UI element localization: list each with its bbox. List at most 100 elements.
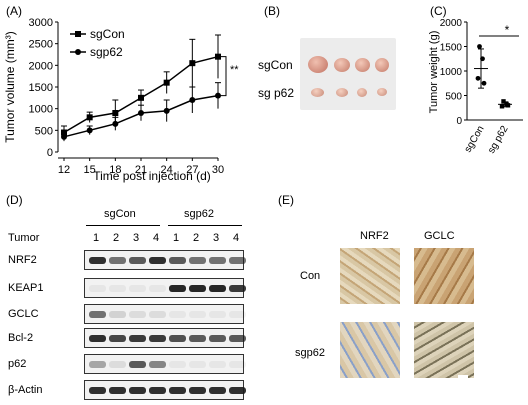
- group-line-sgp62: [168, 225, 242, 226]
- legend-label: sgCon: [90, 27, 125, 41]
- group-label-sgcon: sgCon: [104, 208, 136, 220]
- data-point: [189, 60, 196, 67]
- y-axis-label: Tumor weight (g): [428, 31, 440, 114]
- data-point: [481, 80, 487, 86]
- blot-band: [189, 335, 206, 342]
- data-point: [215, 92, 221, 99]
- blot-band: [89, 335, 106, 342]
- x-tick-label: 15: [84, 164, 96, 176]
- blot-band: [149, 285, 166, 292]
- blot-band: [89, 361, 106, 368]
- photo-row-label-sgcon: sgCon: [258, 58, 293, 72]
- data-point: [499, 104, 505, 109]
- blot-band: [89, 257, 106, 264]
- blot-band: [189, 361, 206, 368]
- y-tick-label: 0: [456, 116, 462, 127]
- blot-band: [109, 257, 126, 264]
- blot-band: [89, 387, 106, 394]
- y-tick-label: 1500: [440, 43, 463, 54]
- tumor-sgcon-2: [334, 58, 350, 72]
- y-tick-label: 0: [47, 147, 53, 159]
- tumor-sgp62-4: [377, 88, 387, 96]
- blot-band: [209, 335, 226, 342]
- blot-band: [109, 335, 126, 342]
- x-tick-label: sg p62: [486, 124, 511, 156]
- data-point: [112, 110, 119, 116]
- tumor-sgp62-2: [336, 88, 348, 97]
- blot-row-label: p62: [8, 358, 27, 370]
- ihc-col-label-gclc: GCLC: [424, 230, 455, 242]
- lane-number: 1: [93, 232, 100, 244]
- panel-label-b: (B): [264, 4, 280, 18]
- lane-number: 2: [113, 232, 120, 244]
- y-tick-label: 2500: [29, 39, 53, 51]
- x-tick-label: 27: [186, 164, 198, 176]
- y-tick-label: 1000: [29, 104, 53, 116]
- photo-row-label-sgp62: sg p62: [258, 86, 295, 100]
- tumor-volume-chart: 0 500 1000 1500 2000 2500 3000 12 15 18 21 24 27 30 sg…: [3, 17, 239, 183]
- ihc-sgp62-nrf2: [340, 322, 400, 378]
- x-tick-label: sgCon: [463, 124, 487, 155]
- blot-band: [149, 335, 166, 342]
- blot-band: [229, 335, 246, 342]
- x-tick-label: 12: [58, 164, 70, 176]
- blot-strip: [84, 354, 246, 374]
- data-point: [189, 97, 196, 103]
- data-point: [505, 103, 511, 108]
- blot-band: [229, 387, 246, 394]
- y-tick-label: 500: [35, 125, 53, 137]
- x-tick-label: 18: [109, 164, 121, 176]
- blot-band: [169, 285, 186, 292]
- scale-bar: [458, 375, 468, 378]
- lane-number: 4: [153, 232, 160, 244]
- blot-band: [89, 311, 106, 318]
- blot-strip: [84, 278, 246, 298]
- blot-band: [169, 387, 186, 394]
- x-axis-label: Time post injection (d): [93, 169, 211, 183]
- y-axis-label: Tumor volume (mm³): [3, 31, 17, 143]
- blot-band: [209, 285, 226, 292]
- data-point: [475, 75, 481, 81]
- blot-band: [149, 361, 166, 368]
- tumor-sgcon-1: [308, 56, 328, 73]
- tumor-sgp62-1: [311, 88, 324, 97]
- lane-number: 3: [213, 232, 220, 244]
- blot-band: [229, 285, 246, 292]
- tumor-sgp62-3: [357, 88, 367, 97]
- significance-bracket: [220, 56, 227, 97]
- blot-row-label: Bcl-2: [8, 332, 34, 344]
- panel-label-e: (E): [278, 193, 294, 207]
- blot-band: [169, 361, 186, 368]
- blot-strip: [84, 250, 246, 270]
- blot-band: [229, 257, 246, 264]
- ihc-con-nrf2: [340, 248, 400, 304]
- blot-band: [169, 311, 186, 318]
- blot-band: [109, 311, 126, 318]
- ihc-con-gclc: [414, 248, 474, 304]
- panel-label-c: (C): [430, 4, 447, 18]
- blot-band: [229, 311, 246, 318]
- blot-band: [129, 361, 146, 368]
- blot-band: [149, 257, 166, 264]
- blot-row-label: KEAP1: [8, 282, 44, 294]
- blot-band: [209, 257, 226, 264]
- data-point: [138, 94, 144, 101]
- blot-band: [129, 335, 146, 342]
- blot-band: [129, 285, 146, 292]
- blot-strip: [84, 328, 246, 348]
- blot-band: [149, 387, 166, 394]
- blot-band: [209, 361, 226, 368]
- blot-band: [149, 311, 166, 318]
- blot-band: [109, 285, 126, 292]
- x-tick-label: 21: [135, 164, 147, 176]
- data-point: [163, 79, 170, 86]
- data-point: [477, 44, 482, 49]
- y-tick-label: 2000: [440, 18, 463, 29]
- y-tick-label: 500: [445, 92, 462, 103]
- data-point: [480, 56, 485, 62]
- x-tick-label: 24: [161, 164, 173, 176]
- blot-band: [129, 257, 146, 264]
- blot-row-label: β-Actin: [8, 384, 43, 396]
- significance-label: **: [230, 64, 239, 76]
